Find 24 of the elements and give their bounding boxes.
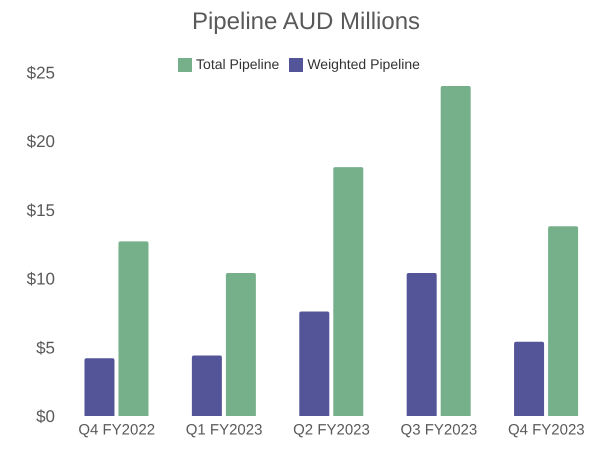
bar [440,86,471,416]
y-tick-label: $5 [36,338,55,358]
bar [548,226,578,416]
y-tick-label: $15 [26,200,55,220]
legend-label: Total Pipeline [196,56,280,72]
bar [226,273,256,416]
x-tick-label: Q4 FY2022 [78,422,156,439]
x-tick-label: Q2 FY2023 [293,422,370,439]
x-tick-label: Q3 FY2023 [400,422,478,439]
legend-label: Weighted Pipeline [307,56,420,72]
bar [333,167,364,416]
bar [118,241,148,416]
y-tick-label: $25 [26,63,55,82]
x-tick-label: Q4 FY2023 [508,422,585,439]
bar [299,312,330,416]
y-tick-label: $10 [26,270,55,289]
x-tick-label: Q1 FY2023 [186,422,262,439]
y-tick-label: $20 [26,132,55,152]
bar [84,358,114,416]
chart-title: Pipeline AUD Millions [190,8,422,36]
y-tick-label: $0 [36,407,55,426]
bar [406,273,437,416]
bar [192,356,222,416]
bar [514,342,544,416]
